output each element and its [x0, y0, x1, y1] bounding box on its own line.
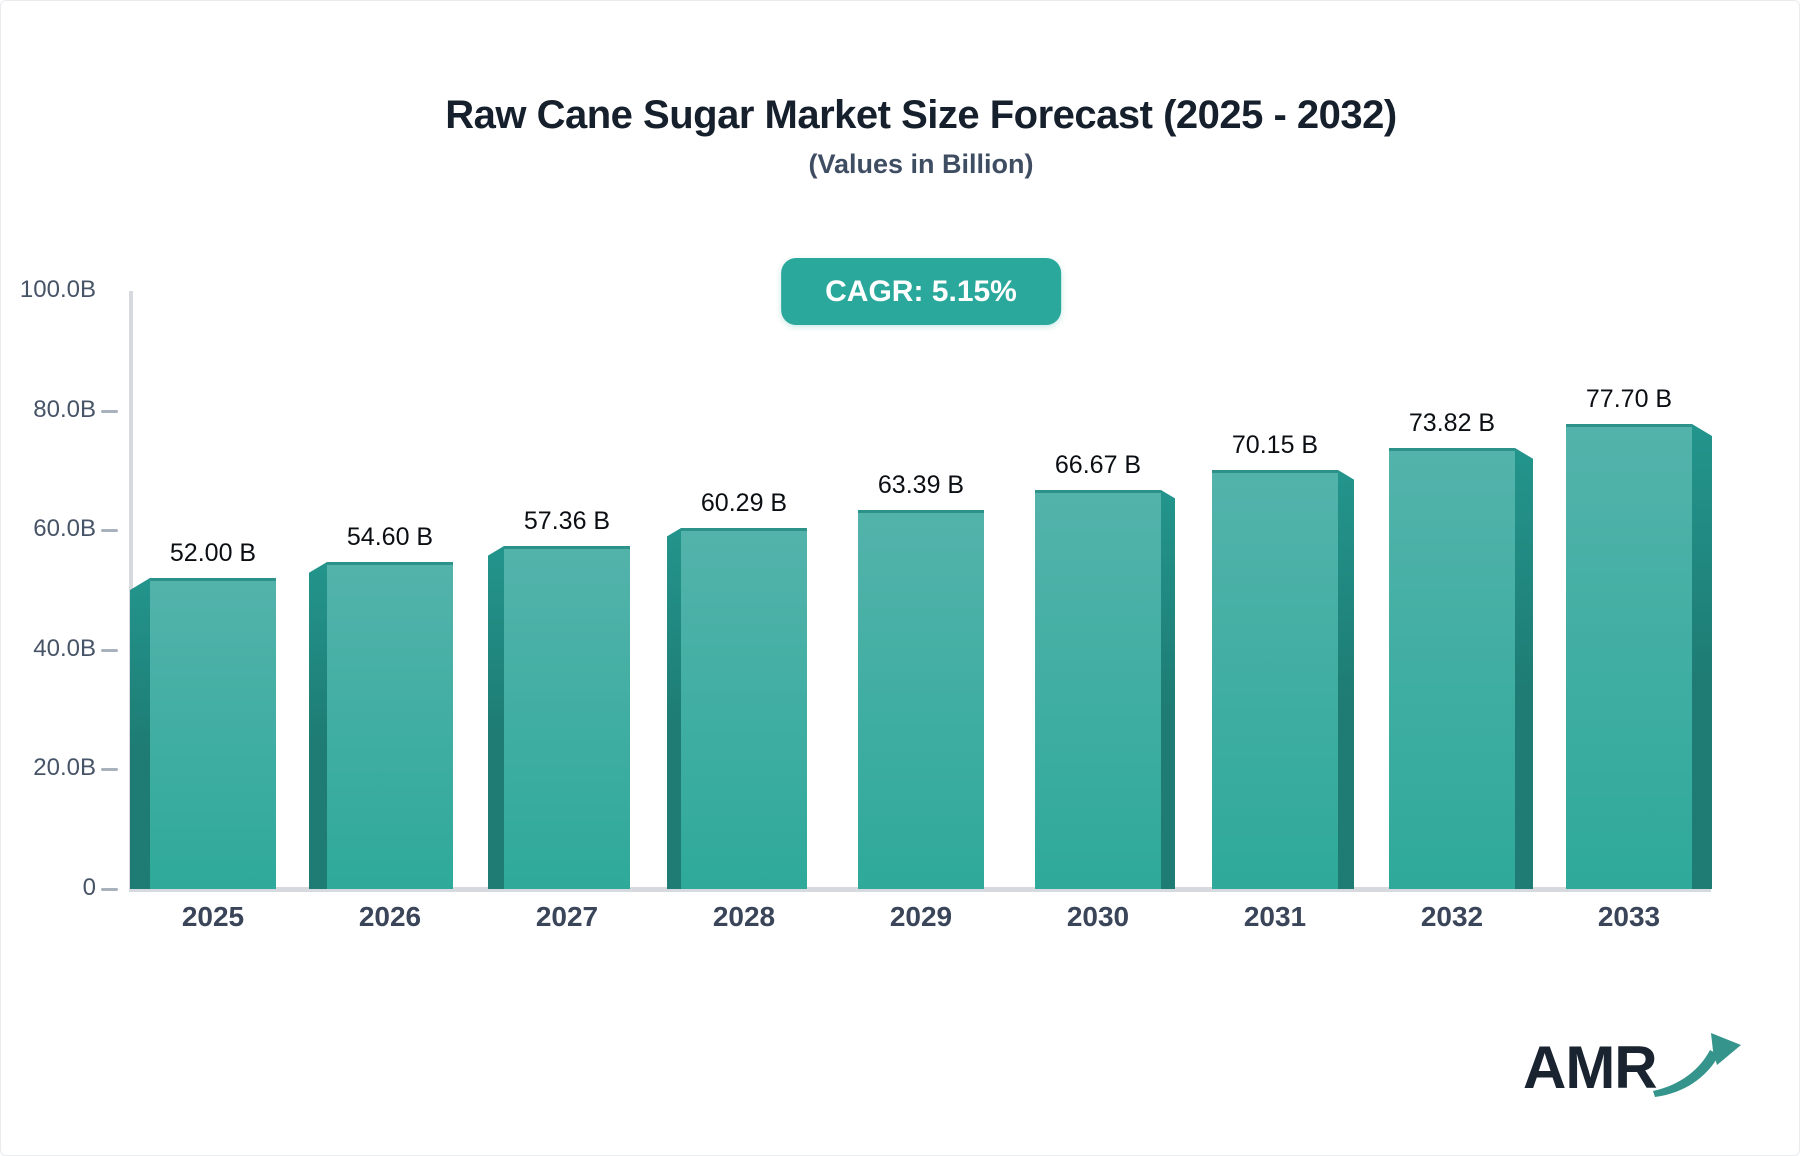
y-tick-dash [101, 409, 118, 413]
bar-3d-side [130, 578, 150, 889]
bar-3d-side [488, 546, 504, 889]
growth-arrow-icon [1653, 1033, 1741, 1097]
y-tick-label: 20.0B [33, 754, 96, 782]
bar-2029 [858, 510, 984, 889]
bar-3d-side [1515, 448, 1533, 889]
x-category-label: 2029 [889, 901, 953, 932]
bar-2030 [1035, 490, 1161, 889]
bar-2027 [504, 546, 630, 889]
y-tick-label: 60.0B [33, 515, 96, 543]
bar-value-label: 66.67 B [1054, 451, 1142, 479]
x-category-label: 2026 [358, 901, 422, 932]
bar-value-label: 77.70 B [1585, 385, 1673, 413]
bar-2032 [1389, 448, 1515, 889]
bar-value-label: 57.36 B [523, 507, 611, 535]
bar-3d-side [309, 562, 327, 889]
y-tick-dash [101, 888, 118, 891]
bar-2026 [327, 562, 453, 889]
y-tick-dash [101, 648, 118, 652]
x-category-label: 2028 [712, 901, 776, 932]
y-tick-label: 0 [82, 874, 96, 901]
bar-value-label: 60.29 B [700, 489, 788, 517]
x-category-label: 2030 [1066, 901, 1130, 932]
bar-value-label: 63.39 B [877, 471, 965, 499]
bar-2033 [1566, 424, 1692, 889]
bar-3d-side [1161, 490, 1175, 889]
bar-3d-side [1338, 470, 1354, 889]
amr-logo-text: AMR [1523, 1034, 1658, 1101]
x-category-label: 2031 [1243, 901, 1307, 932]
y-tick-label: 100.0B [19, 276, 96, 303]
bar-2025 [150, 578, 276, 889]
y-tick-label: 80.0B [33, 395, 96, 423]
x-category-label: 2027 [535, 901, 599, 932]
x-category-label: 2025 [181, 901, 245, 932]
x-category-label: 2033 [1597, 901, 1661, 932]
cagr-badge: CAGR: 5.15% [781, 258, 1061, 325]
bar-2028 [681, 528, 807, 889]
amr-logo: AMR [1523, 1023, 1741, 1123]
bar-2031 [1212, 470, 1338, 889]
chart-subtitle: (Values in Billion) [808, 149, 1034, 179]
bar-3d-side [667, 528, 681, 889]
bar-3d-side [1692, 424, 1712, 889]
x-axis-line [129, 887, 1711, 892]
bar-value-label: 73.82 B [1408, 409, 1496, 437]
bar-value-label: 70.15 B [1231, 431, 1319, 459]
y-tick-label: 40.0B [33, 634, 96, 662]
bar-value-label: 54.60 B [346, 523, 434, 551]
y-tick-dash [101, 529, 118, 533]
x-category-label: 2032 [1420, 901, 1484, 932]
y-tick-dash [101, 768, 118, 772]
bar-value-label: 52.00 B [169, 539, 257, 567]
chart-title: Raw Cane Sugar Market Size Forecast (202… [445, 93, 1397, 137]
